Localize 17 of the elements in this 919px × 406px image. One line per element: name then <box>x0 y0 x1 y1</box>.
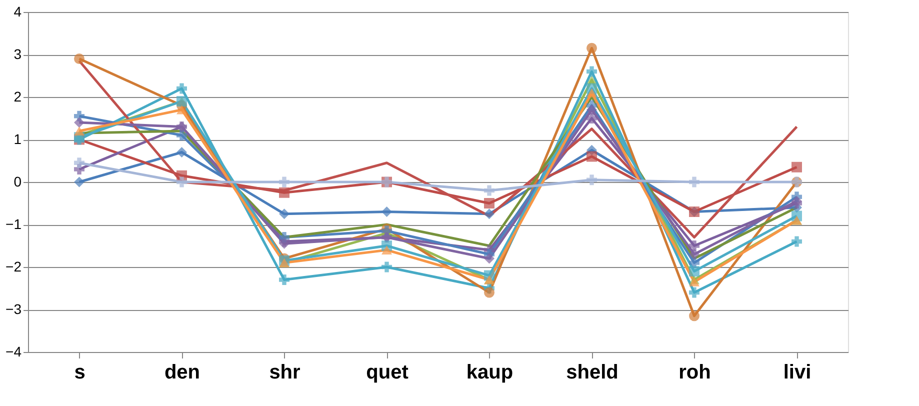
y-tick-label: −4 <box>6 344 22 360</box>
x-tick-label: shr <box>269 362 301 384</box>
x-tick-label: s <box>74 362 86 384</box>
y-tick-label: 3 <box>14 46 22 62</box>
y-tick-label: −1 <box>6 216 22 232</box>
y-tick-label: 0 <box>14 174 22 190</box>
y-tick-label: 4 <box>14 4 22 20</box>
x-tick-label: den <box>164 362 200 384</box>
x-tick-label: sheld <box>566 362 618 384</box>
y-tick-label: 2 <box>14 88 22 104</box>
y-tick-label: −2 <box>6 258 22 274</box>
x-tick-label: roh <box>678 362 711 384</box>
x-tick-label: kaup <box>466 362 514 384</box>
x-tick-label: livi <box>783 362 812 384</box>
x-tick-label: quet <box>366 362 409 384</box>
y-tick-label: −3 <box>6 301 22 317</box>
y-tick-label: 1 <box>14 131 22 147</box>
